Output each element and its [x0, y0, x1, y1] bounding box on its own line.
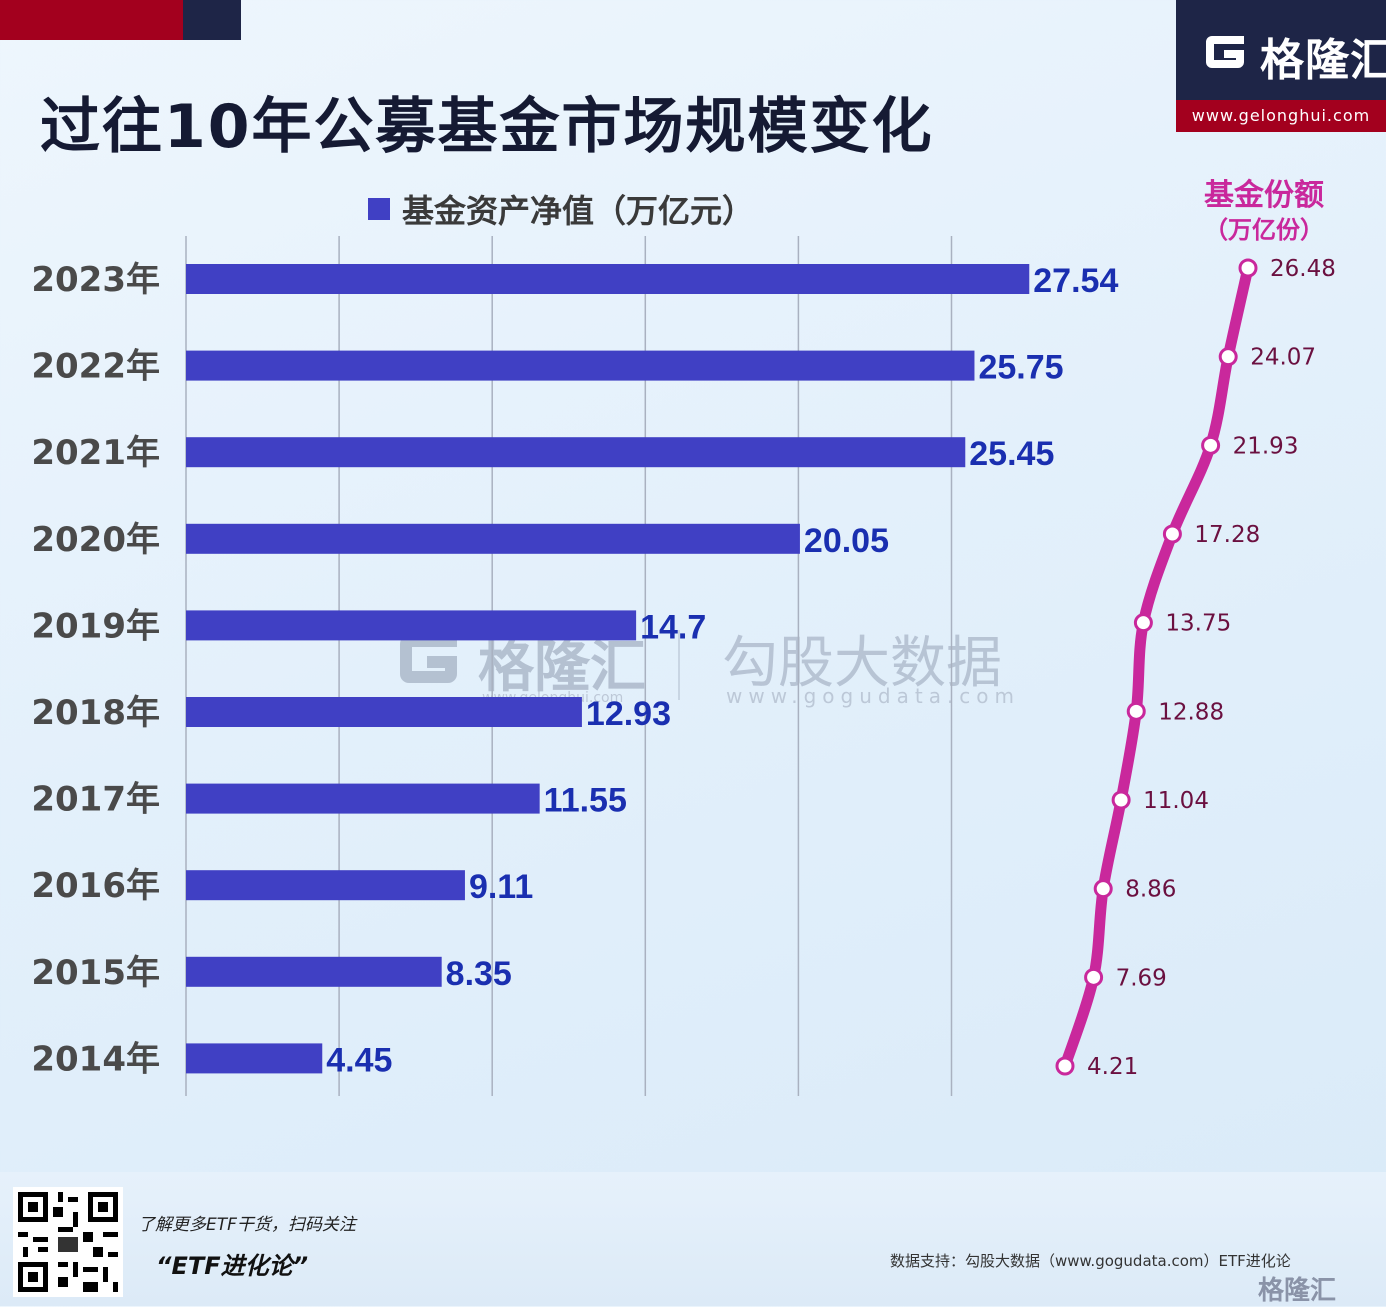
- bar-value-label: 4.45: [326, 1041, 392, 1079]
- chart-legend: 基金资产净值（万亿元）: [368, 186, 754, 232]
- bar: [186, 783, 540, 814]
- share-value-label: 12.88: [1158, 699, 1224, 725]
- category-label: 2023年: [31, 260, 160, 300]
- category-label: 2016年: [31, 866, 160, 906]
- footer-cta: 了解更多ETF干货，扫码关注: [138, 1215, 356, 1235]
- legend-label: 基金资产净值（万亿元）: [402, 192, 755, 230]
- bar: [186, 697, 582, 727]
- share-value-label: 11.04: [1143, 788, 1209, 814]
- share-point: [1162, 524, 1182, 544]
- bar: [186, 264, 1030, 294]
- share-value-label: 7.69: [1116, 965, 1167, 991]
- data-source: 数据支持：勾股大数据（www.gogudata.com）ETF进化论: [890, 1252, 1291, 1270]
- share-value-label: 26.48: [1270, 256, 1336, 282]
- watermark-brand: 格隆汇: [478, 635, 646, 700]
- bar: [186, 523, 800, 554]
- share-point: [1126, 701, 1146, 721]
- bar-value-label: 8.35: [446, 955, 512, 993]
- share-value-label: 17.28: [1194, 522, 1260, 548]
- share-point: [1055, 1056, 1075, 1076]
- share-line: [1059, 262, 1254, 1072]
- share-point: [1111, 790, 1131, 810]
- bar-value-label: 14.7: [640, 608, 706, 646]
- share-value-label: 21.93: [1233, 433, 1299, 459]
- line-series-title: 基金份额: [1204, 178, 1324, 213]
- bar-value-label: 27.54: [1033, 262, 1118, 300]
- footer-tag: “ETF进化论”: [156, 1252, 309, 1280]
- bar-value-label: 12.93: [586, 695, 671, 733]
- footer-logo: 格隆汇: [1258, 1276, 1337, 1306]
- bar-value-label: 11.55: [544, 782, 627, 820]
- category-label: 2017年: [31, 780, 160, 820]
- watermark-url-2: www.gogudata.com: [726, 684, 1021, 708]
- chart-canvas: 2023年 27.54 2022年 25.75 2021年 25.45 2020年 20.05…: [31, 236, 1336, 1096]
- watermark-brand-2: 勾股大数据: [722, 631, 1002, 696]
- header-accent-red: [0, 0, 183, 40]
- category-label: 2014年: [31, 1039, 160, 1079]
- share-point: [1084, 967, 1104, 987]
- share-point: [1238, 258, 1258, 278]
- brand-logo: 格隆汇 www.gelonghui.com: [1176, 0, 1386, 132]
- share-point: [1133, 613, 1153, 633]
- share-value-label: 4.21: [1087, 1054, 1138, 1080]
- share-point: [1093, 879, 1113, 899]
- bar: [186, 610, 637, 641]
- category-label: 2019年: [31, 606, 160, 646]
- bar: [186, 437, 966, 468]
- bar-value-label: 25.45: [969, 435, 1054, 473]
- qr-code-icon: [13, 1187, 123, 1297]
- category-label: 2015年: [31, 953, 160, 993]
- bar: [186, 1043, 323, 1074]
- g-logo-icon: [1206, 36, 1244, 68]
- bar-value-label: 20.05: [804, 522, 889, 560]
- share-point: [1218, 347, 1238, 367]
- page-title: 过往10年公募基金市场规模变化: [40, 92, 934, 162]
- category-label: 2022年: [31, 347, 160, 387]
- bar: [186, 956, 442, 987]
- share-value-label: 13.75: [1165, 611, 1231, 637]
- brand-url: www.gelonghui.com: [1176, 100, 1386, 132]
- bar: [186, 870, 465, 901]
- bar-value-label: 9.11: [469, 868, 533, 906]
- legend-swatch: [368, 198, 390, 220]
- category-label: 2020年: [31, 520, 160, 560]
- share-value-label: 8.86: [1125, 877, 1176, 903]
- header-accent-navy: [183, 0, 241, 40]
- watermark-divider: [678, 630, 680, 700]
- watermark-g-icon: [400, 635, 457, 683]
- footer-band: [0, 1172, 1386, 1306]
- bar: [186, 350, 975, 381]
- share-point: [1201, 435, 1221, 455]
- bar-value-label: 25.75: [978, 349, 1063, 387]
- share-value-label: 24.07: [1250, 345, 1316, 371]
- category-label: 2018年: [31, 693, 160, 733]
- line-series-unit: （万亿份）: [1204, 216, 1324, 244]
- brand-name: 格隆汇: [1260, 35, 1386, 86]
- category-label: 2021年: [31, 433, 160, 473]
